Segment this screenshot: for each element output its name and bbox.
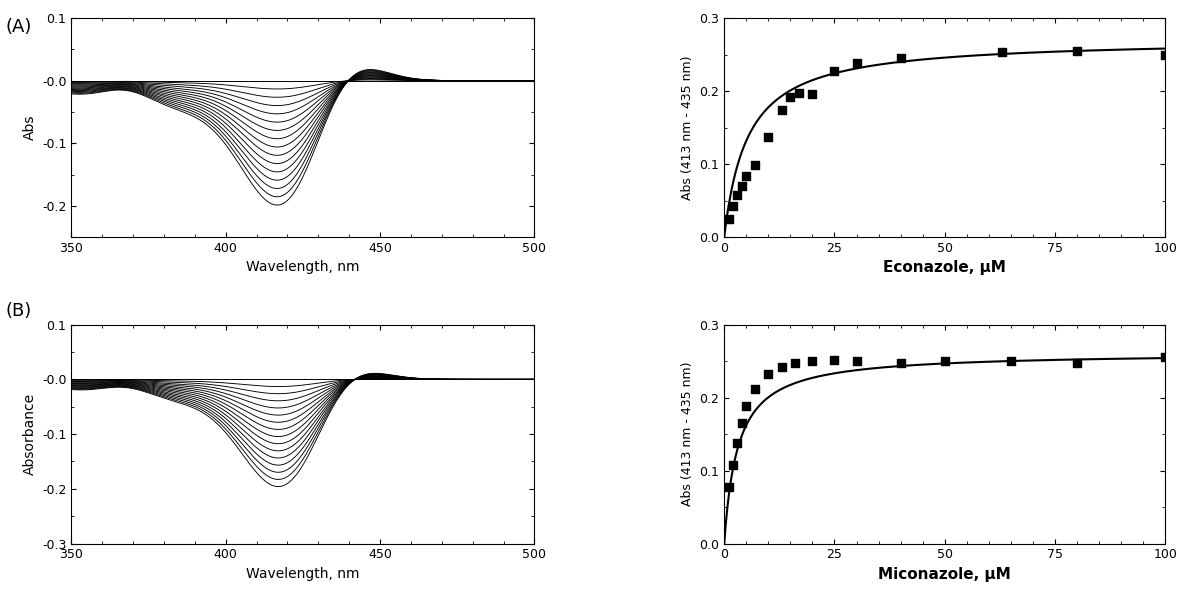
Point — [719, 214, 738, 223]
Point — [746, 384, 765, 394]
X-axis label: Wavelength, nm: Wavelength, nm — [246, 567, 359, 581]
X-axis label: Wavelength, nm: Wavelength, nm — [246, 260, 359, 274]
Text: (B): (B) — [6, 302, 32, 320]
Point — [772, 105, 791, 115]
Point — [724, 202, 743, 211]
Point — [789, 88, 809, 97]
Point — [847, 356, 866, 366]
Point — [737, 402, 756, 411]
Y-axis label: Abs (413 nm - 435 nm): Abs (413 nm - 435 nm) — [681, 56, 694, 200]
X-axis label: Econazole, μM: Econazole, μM — [883, 260, 1006, 275]
Point — [781, 92, 800, 101]
Point — [1156, 353, 1175, 362]
Point — [732, 181, 751, 191]
Point — [936, 356, 955, 366]
Point — [803, 89, 822, 99]
Point — [785, 358, 804, 367]
Y-axis label: Abs: Abs — [23, 115, 37, 140]
Y-axis label: Abs (413 nm - 435 nm): Abs (413 nm - 435 nm) — [681, 362, 694, 506]
Point — [728, 190, 747, 199]
Point — [847, 59, 866, 68]
Point — [759, 370, 778, 379]
Point — [724, 460, 743, 470]
X-axis label: Miconazole, μM: Miconazole, μM — [879, 567, 1011, 582]
Point — [1068, 46, 1087, 56]
Point — [1156, 50, 1175, 59]
Point — [1068, 358, 1087, 367]
Point — [891, 358, 910, 367]
Point — [1001, 356, 1020, 366]
Point — [993, 48, 1012, 57]
Point — [772, 362, 791, 372]
Point — [746, 160, 765, 170]
Point — [737, 172, 756, 181]
Point — [891, 53, 910, 63]
Point — [732, 419, 751, 428]
Point — [719, 482, 738, 492]
Point — [803, 356, 822, 366]
Point — [728, 438, 747, 448]
Point — [759, 132, 778, 142]
Point — [825, 355, 844, 364]
Point — [825, 66, 844, 76]
Text: (A): (A) — [6, 18, 32, 36]
Y-axis label: Absorbance: Absorbance — [23, 393, 37, 475]
